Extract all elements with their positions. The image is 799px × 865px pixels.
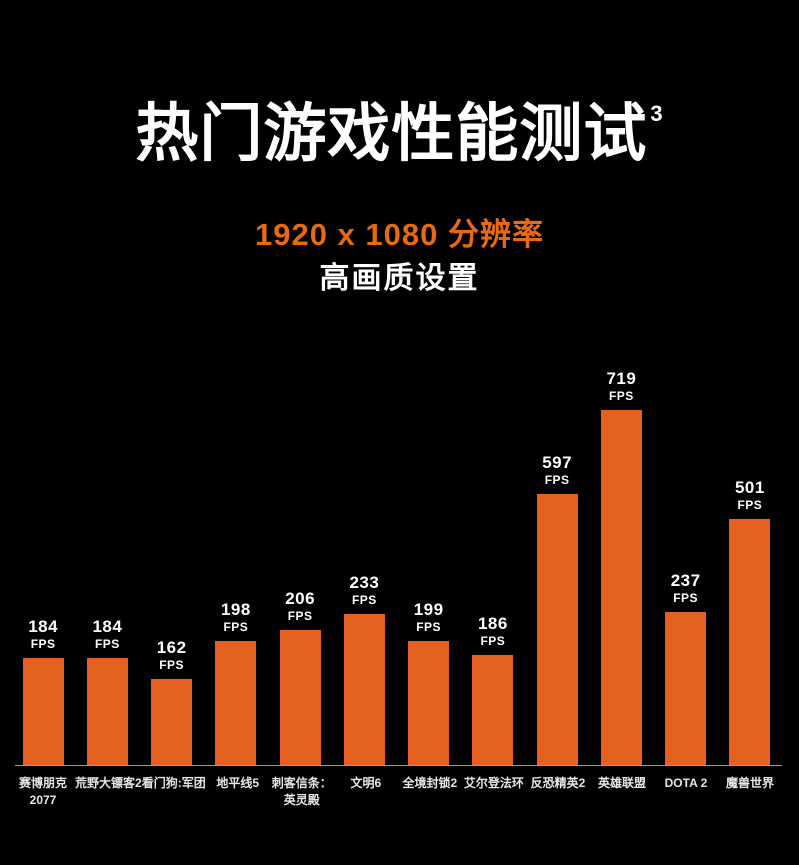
- bar: [408, 641, 450, 765]
- bar: [536, 494, 578, 765]
- bar-category-cell: 英雄联盟: [590, 775, 654, 810]
- bar-value-label: 719: [606, 369, 637, 389]
- bar-category-cell: 看门狗:军团: [142, 775, 206, 810]
- bar-value-label: 206: [285, 589, 316, 609]
- bar-category-label: 赛博朋克 2077: [19, 776, 68, 808]
- bar-unit-label: FPS: [673, 590, 699, 605]
- bar-column: 233 FPS: [332, 360, 396, 765]
- bar-category-cell: 地平线5: [206, 775, 270, 810]
- bar-unit-label: FPS: [480, 633, 506, 648]
- bar-unit-label: FPS: [737, 497, 763, 512]
- bar-column: 186 FPS: [461, 360, 525, 765]
- bar-category-cell: 赛博朋克 2077: [11, 775, 75, 810]
- bar-unit-label: FPS: [159, 657, 185, 672]
- bar-column: 501 FPS: [718, 360, 782, 765]
- bar: [215, 641, 257, 765]
- bar: [665, 612, 707, 765]
- bar-value-label: 162: [156, 638, 187, 658]
- bar-category-label: 地平线5: [216, 776, 260, 790]
- bar-unit-label: FPS: [544, 472, 570, 487]
- chart-category-labels: 赛博朋克 2077 荒野大镖客2 看门狗:军团 地平线5 刺客信条： 英灵殿 文明6 全境封…: [11, 775, 782, 810]
- bar-unit-label: FPS: [608, 388, 634, 403]
- bar-category-label: 文明6: [350, 776, 382, 790]
- bar-value-label: 184: [28, 617, 59, 637]
- bar: [86, 658, 128, 765]
- bar-column: 184 FPS: [11, 360, 75, 765]
- bar-category-cell: 魔兽世界: [718, 775, 782, 810]
- bar: [729, 519, 771, 765]
- bar-column: 237 FPS: [654, 360, 718, 765]
- bar-category-label: 反恐精英2: [530, 776, 586, 790]
- bar-unit-label: FPS: [30, 636, 56, 651]
- bar-value-label: 198: [220, 600, 251, 620]
- bar-value-label: 233: [349, 573, 380, 593]
- bar-category-label: 艾尔登法环: [463, 776, 524, 790]
- bar-value-label: 501: [734, 478, 765, 498]
- bar-category-cell: 荒野大镖客2: [75, 775, 142, 810]
- bar: [151, 679, 193, 765]
- chart-baseline-axis: [15, 765, 782, 766]
- bar: [343, 614, 385, 765]
- bar-column: 206 FPS: [268, 360, 332, 765]
- bar-column: 162 FPS: [140, 360, 204, 765]
- subtitle-resolution: 1920 x 1080 分辨率: [254, 217, 544, 252]
- bar-value-label: 184: [92, 617, 123, 637]
- bar-category-label: 刺客信条： 英灵殿: [271, 776, 332, 808]
- bar-value-label: 186: [477, 614, 508, 634]
- bar-unit-label: FPS: [223, 619, 249, 634]
- bar-category-label: DOTA 2: [664, 776, 708, 790]
- bar-column: 719 FPS: [589, 360, 653, 765]
- bar-column: 184 FPS: [75, 360, 139, 765]
- bar-column: 198 FPS: [204, 360, 268, 765]
- bar-category-cell: 反恐精英2: [526, 775, 590, 810]
- bar-column: 597 FPS: [525, 360, 589, 765]
- bar-category-label: 英雄联盟: [597, 776, 646, 790]
- bar-value-label: 597: [542, 453, 573, 473]
- chart-bars: 184 FPS 184 FPS 162 FPS 198 FPS 206 FPS 233 FPS 199 F…: [11, 360, 782, 765]
- bar-category-cell: 文明6: [334, 775, 398, 810]
- page-title: 热门游戏性能测试 3: [0, 101, 799, 167]
- bar-unit-label: FPS: [287, 608, 313, 623]
- bar-unit-label: FPS: [94, 636, 120, 651]
- bar-category-cell: DOTA 2: [654, 775, 718, 810]
- bar-category-cell: 艾尔登法环: [462, 775, 526, 810]
- bar: [472, 655, 514, 765]
- bar-category-cell: 全境封锁2: [398, 775, 462, 810]
- bar-unit-label: FPS: [351, 592, 377, 607]
- bar: [279, 630, 321, 765]
- title-footnote-superscript: 3: [650, 101, 664, 126]
- bar-unit-label: FPS: [416, 619, 442, 634]
- bar-category-label: 看门狗:军团: [141, 776, 206, 790]
- subtitle-quality: 高画质设置: [319, 262, 480, 295]
- bar-column: 199 FPS: [397, 360, 461, 765]
- bar-category-cell: 刺客信条： 英灵殿: [270, 775, 334, 810]
- bar-value-label: 237: [670, 571, 701, 591]
- bar: [600, 410, 642, 765]
- bar-category-label: 全境封锁2: [402, 776, 458, 790]
- bar-category-label: 荒野大镖客2: [75, 776, 142, 790]
- bar: [22, 658, 64, 765]
- bar-category-label: 魔兽世界: [726, 776, 775, 790]
- bar-value-label: 199: [413, 600, 444, 620]
- page-title-text: 热门游戏性能测试: [135, 99, 648, 169]
